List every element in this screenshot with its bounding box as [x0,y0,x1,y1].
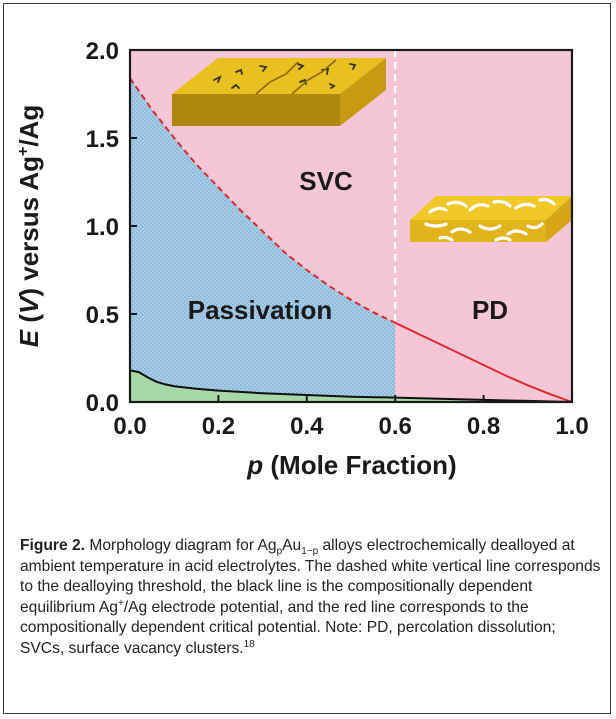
x-tick-label: 1.0 [555,413,588,440]
caption-label: Figure 2. [20,537,85,554]
figure-caption: Figure 2. Morphology diagram for AgpAu1−… [20,536,602,659]
x-tick-label: 0.8 [467,413,500,440]
equilibrium-potential-line [130,369,572,402]
x-axis-label: p (Mole Fraction) [246,450,456,480]
region-label-passivation: Passivation [188,295,333,325]
x-tick-label: 0.2 [202,413,235,440]
passivation-region [130,78,396,402]
y-axis-superscript: + [15,147,32,156]
y-axis-label: E (V) versus Ag+/Ag [14,105,44,347]
y-tick-label: 2.0 [86,38,119,65]
y-tick-label: 0.5 [86,302,119,329]
critical-potential-line-dashed [130,77,396,324]
critical-potential-line-solid [394,321,572,402]
y-axis-label-rest-b: /Ag [14,105,44,147]
y-tick-labels: 0.0 0.5 1.0 1.5 2.0 [86,38,119,417]
y-tick-label: 1.5 [86,126,119,153]
svc-slab-illustration [172,58,386,126]
x-tick-label: 0.0 [113,413,146,440]
y-axis-variable: E [14,329,44,347]
caption-sub-p: p [276,546,283,558]
caption-text-4: /Ag electrode potential, and the red lin… [20,598,556,657]
y-tick-label: 0.0 [86,390,119,417]
axis-ticks [129,49,573,403]
caption-text-2: Au [282,537,302,554]
morphology-diagram: SVC Passivation PD 0.0 0.2 0.4 0.6 0.8 1… [14,38,589,480]
caption-reference: 18 [243,638,255,650]
caption-text-3: alloys electrochemically dealloyed at am… [20,537,601,616]
x-tick-label: 0.6 [379,413,412,440]
base-region [130,370,572,402]
caption-text-1: Morphology diagram for Ag [85,537,277,554]
x-axis-label-rest: (Mole Fraction) [263,450,457,480]
region-label-svc: SVC [299,166,353,196]
x-tick-label: 0.4 [290,413,324,440]
y-axis-label-rest-a: ) versus Ag [14,156,44,297]
caption-sup-plus: + [117,597,124,609]
caption-sub-1p: 1−p [301,546,319,558]
y-axis-unit: V [14,294,44,314]
y-axis-paren: ( [14,314,44,330]
pd-slab-illustration [410,196,572,242]
y-tick-label: 1.0 [86,214,119,241]
region-label-pd: PD [472,295,508,325]
x-axis-variable: p [246,450,263,480]
x-tick-labels: 0.0 0.2 0.4 0.6 0.8 1.0 [113,413,588,440]
